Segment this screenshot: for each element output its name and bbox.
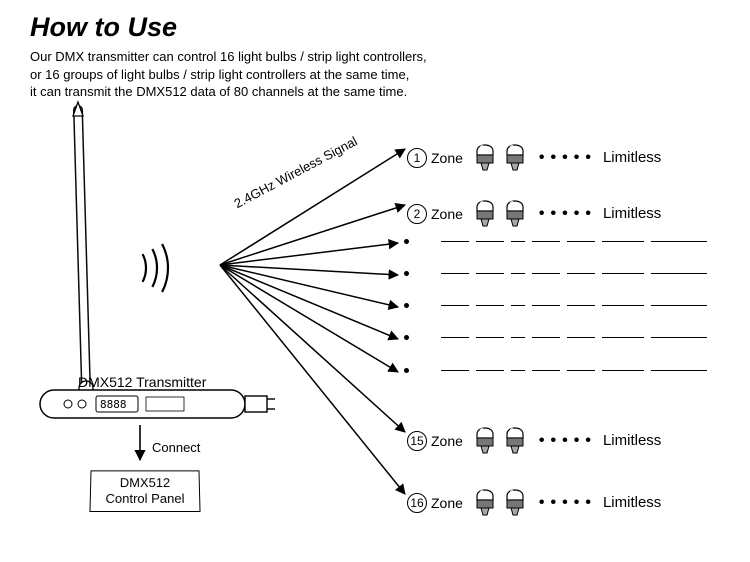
- zone-row: 16Zone •••••Limitless: [407, 482, 661, 523]
- zone-row: 15Zone •••••Limitless: [407, 420, 661, 461]
- placeholder-dash: [602, 305, 644, 307]
- placeholder-row: [404, 271, 707, 276]
- svg-text:8888: 8888: [100, 398, 127, 411]
- bulb-icon: [473, 137, 497, 173]
- zone-word: Zone: [431, 206, 463, 222]
- placeholder-row: [404, 239, 707, 244]
- ellipsis-dots: •••••: [531, 205, 599, 223]
- placeholder-dash: [602, 370, 644, 372]
- placeholder-dash: [476, 305, 504, 307]
- placeholder-dash: [441, 370, 469, 372]
- limitless-label: Limitless: [603, 432, 661, 449]
- placeholder-dash: [476, 337, 504, 339]
- placeholder-dash: [532, 273, 560, 275]
- zone-number: 15: [407, 431, 427, 451]
- bulb-group: [473, 482, 527, 523]
- connect-label: Connect: [152, 440, 200, 455]
- placeholder-dash: [532, 305, 560, 307]
- placeholder-dash: [441, 337, 469, 339]
- bulb-group: [473, 193, 527, 234]
- placeholder-dash: [567, 273, 595, 275]
- zone-word: Zone: [431, 495, 463, 511]
- limitless-label: Limitless: [603, 494, 661, 511]
- placeholder-dot: [404, 271, 409, 276]
- placeholder-dash: [476, 273, 504, 275]
- placeholder-dot: [404, 303, 409, 308]
- control-panel-box: DMX512Control Panel: [89, 470, 200, 512]
- zone-number: 1: [407, 148, 427, 168]
- placeholder-dash: [511, 273, 525, 275]
- zone-word: Zone: [431, 433, 463, 449]
- placeholder-dash: [651, 305, 707, 307]
- bulb-icon: [473, 482, 497, 518]
- placeholder-dash: [567, 370, 595, 372]
- placeholder-dash: [476, 241, 504, 243]
- placeholder-dash: [441, 305, 469, 307]
- zone-row: 2Zone •••••Limitless: [407, 193, 661, 234]
- zone-number: 2: [407, 204, 427, 224]
- placeholder-dash: [651, 273, 707, 275]
- placeholder-dash: [511, 305, 525, 307]
- placeholder-dash: [441, 273, 469, 275]
- placeholder-dash: [602, 241, 644, 243]
- ellipsis-dots: •••••: [531, 432, 599, 450]
- bulb-group: [473, 137, 527, 178]
- placeholder-dot: [404, 368, 409, 373]
- placeholder-dot: [404, 335, 409, 340]
- zone-word: Zone: [431, 150, 463, 166]
- placeholder-dash: [651, 241, 707, 243]
- placeholder-dash: [511, 241, 525, 243]
- signal-label: 2.4GHz Wireless Signal: [231, 133, 359, 211]
- placeholder-dash: [532, 337, 560, 339]
- bulb-icon: [503, 137, 527, 173]
- placeholder-row: [404, 303, 707, 308]
- placeholder-dash: [602, 273, 644, 275]
- placeholder-dash: [511, 337, 525, 339]
- bulb-icon: [503, 193, 527, 229]
- bulb-icon: [503, 420, 527, 456]
- zone-row: 1Zone •••••Limitless: [407, 137, 661, 178]
- placeholder-dash: [567, 305, 595, 307]
- bulb-icon: [473, 420, 497, 456]
- placeholder-dash: [567, 241, 595, 243]
- placeholder-dash: [532, 241, 560, 243]
- zone-number: 16: [407, 493, 427, 513]
- page-title: How to Use: [30, 12, 177, 43]
- placeholder-row: [404, 368, 707, 373]
- bulb-icon: [473, 193, 497, 229]
- bulb-icon: [503, 482, 527, 518]
- placeholder-row: [404, 335, 707, 340]
- placeholder-dash: [602, 337, 644, 339]
- bulb-group: [473, 420, 527, 461]
- limitless-label: Limitless: [603, 149, 661, 166]
- limitless-label: Limitless: [603, 205, 661, 222]
- transmitter-label: DMX512 Transmitter: [78, 374, 206, 390]
- ellipsis-dots: •••••: [531, 494, 599, 512]
- placeholder-dash: [511, 370, 525, 372]
- description-text: Our DMX transmitter can control 16 light…: [30, 48, 427, 101]
- placeholder-dash: [476, 370, 504, 372]
- ellipsis-dots: •••••: [531, 149, 599, 167]
- placeholder-dash: [441, 241, 469, 243]
- placeholder-dash: [651, 337, 707, 339]
- placeholder-dot: [404, 239, 409, 244]
- placeholder-dash: [651, 370, 707, 372]
- placeholder-dash: [532, 370, 560, 372]
- placeholder-dash: [567, 337, 595, 339]
